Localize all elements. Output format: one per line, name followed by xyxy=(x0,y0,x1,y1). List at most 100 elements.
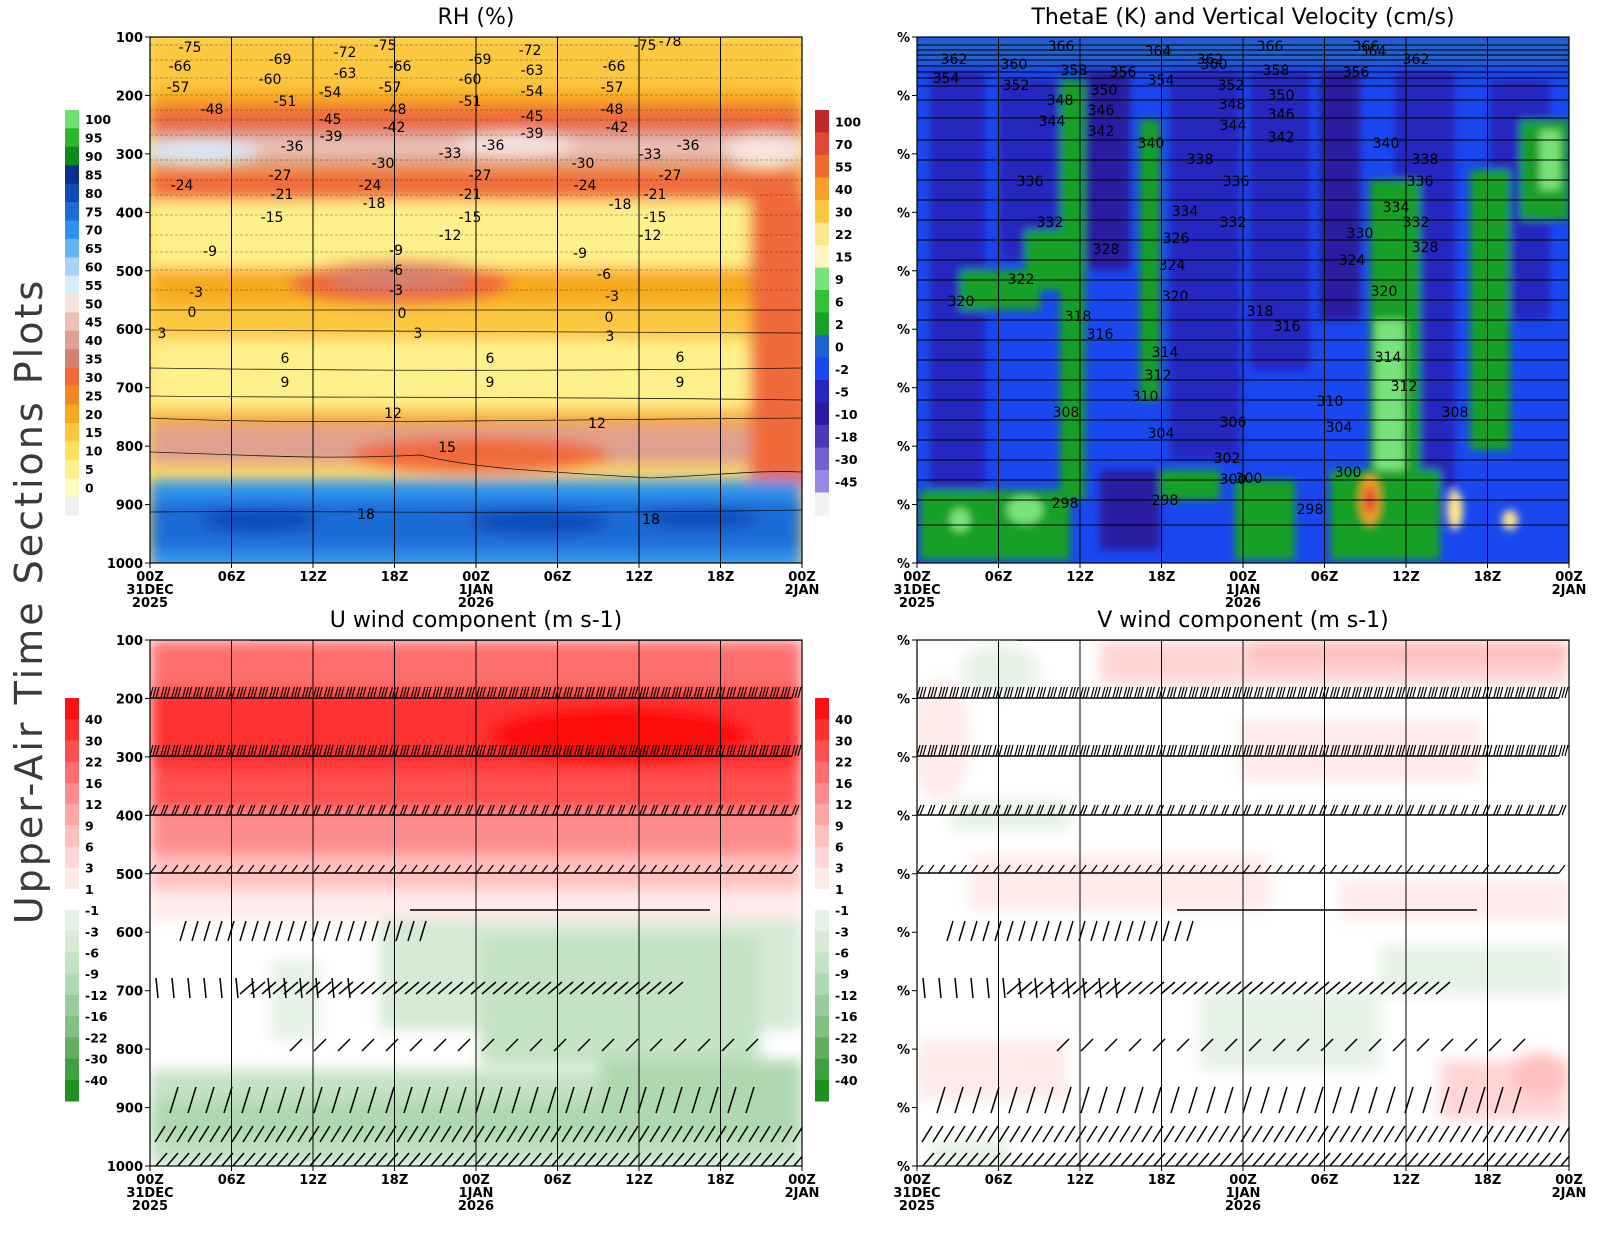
wind-barb xyxy=(1036,864,1044,874)
rh-colorbar: 1009590858075706560555045403530252015105… xyxy=(65,110,111,516)
colorbar-label: -45 xyxy=(835,474,858,489)
wind-barb xyxy=(539,1152,553,1166)
colorbar-label: 45 xyxy=(85,315,102,330)
contour-label: 340 xyxy=(1138,136,1165,152)
wind-barb xyxy=(1200,1038,1214,1052)
wind-barb xyxy=(682,1152,696,1166)
wind-barb xyxy=(992,744,1003,757)
wind-barb xyxy=(1464,1038,1478,1052)
wind-barb xyxy=(1188,744,1199,757)
wind-barb xyxy=(404,981,420,995)
u-title: U wind component (m s-1) xyxy=(330,608,623,633)
wind-barb xyxy=(497,864,505,874)
y-tick-label: 900 xyxy=(116,499,143,514)
wind-barb xyxy=(552,744,563,757)
wind-barb xyxy=(595,864,603,874)
wind-barb xyxy=(334,864,342,874)
wind-barb xyxy=(1548,1152,1562,1166)
contour-label: 356 xyxy=(1343,65,1370,81)
wind-barb xyxy=(565,1086,575,1114)
wind-barb xyxy=(949,686,960,699)
wind-barb xyxy=(315,977,319,999)
wind-barb xyxy=(1123,686,1134,699)
wind-barb xyxy=(1073,640,1080,641)
wind-barb xyxy=(1503,640,1511,641)
colorbar-label: 55 xyxy=(85,278,102,293)
wind-barb xyxy=(1351,744,1362,757)
wind-barb xyxy=(1112,804,1121,816)
wind-barb xyxy=(528,1125,540,1143)
wind-barb xyxy=(356,686,367,699)
contour-label: 318 xyxy=(1247,304,1274,320)
contour-label: 298 xyxy=(1297,502,1324,518)
wind-barb xyxy=(1090,864,1098,874)
wind-barb xyxy=(591,981,607,995)
wind-barb xyxy=(1242,864,1250,874)
wind-barb xyxy=(1460,864,1468,874)
wind-barb xyxy=(1493,686,1504,699)
wind-barb xyxy=(1221,686,1232,699)
rh-field: -75 -75 -75 -78-66 -66 -66-57 -57 -57-69 -69-60-… xyxy=(150,37,802,563)
x-tick-label: 00Z xyxy=(1555,1173,1583,1188)
contour-label: 312 xyxy=(1145,368,1172,384)
colorbar-swatch xyxy=(815,357,829,381)
wind-barb xyxy=(693,804,702,816)
colorbar-label: 15 xyxy=(835,249,852,264)
wind-barb xyxy=(649,1038,663,1052)
contour-label: 314 xyxy=(1375,350,1402,366)
wind-barb xyxy=(1101,864,1109,874)
contour-label: 332 xyxy=(1403,215,1430,231)
y-tick-label: 300 xyxy=(116,751,143,766)
wind-barb xyxy=(1144,744,1156,757)
colorbar-label: 9 xyxy=(835,272,844,287)
wind-barb xyxy=(1296,1038,1310,1052)
wind-barb xyxy=(506,1152,520,1166)
wind-barb xyxy=(439,1086,449,1114)
wind-barb xyxy=(759,1152,773,1166)
wind-barb xyxy=(1466,640,1473,641)
wind-barb xyxy=(1373,744,1384,757)
wind-barb xyxy=(671,864,679,874)
wind-barb xyxy=(505,1038,519,1052)
wind-barb xyxy=(231,1125,243,1143)
wind-barb xyxy=(1475,640,1483,641)
contour-label: 328 xyxy=(1093,242,1120,258)
wind-barb xyxy=(187,977,191,999)
wind-barb xyxy=(203,920,211,942)
wind-barb xyxy=(595,686,606,699)
wind-barb xyxy=(668,981,684,995)
wind-barb xyxy=(992,686,1003,699)
wind-barb xyxy=(1460,744,1471,757)
wind-barb xyxy=(1232,864,1240,874)
wind-barb xyxy=(1504,864,1512,874)
y-tick-label: 600 xyxy=(116,323,143,338)
colorbar-swatch xyxy=(815,222,829,246)
colorbar-label: 100 xyxy=(85,112,111,127)
wind-barb xyxy=(258,686,269,699)
contour-label: 312 xyxy=(1391,379,1418,395)
wind-barb xyxy=(539,1125,551,1143)
colorbar-swatch xyxy=(65,931,79,954)
wind-barb xyxy=(1218,1125,1230,1143)
wind-barb xyxy=(697,1038,711,1052)
contour-label: -21 xyxy=(644,187,667,203)
wind-barb xyxy=(709,1086,719,1114)
contour-label: -60 xyxy=(459,72,482,88)
wind-barb xyxy=(297,1152,311,1166)
wind-barb xyxy=(385,1086,395,1114)
wind-barb xyxy=(541,804,550,816)
wind-barb xyxy=(633,640,641,641)
wind-barb xyxy=(562,686,574,699)
wind-barb xyxy=(1275,744,1286,757)
wind-barb xyxy=(1177,686,1188,699)
wind-barb xyxy=(1123,744,1134,757)
wind-barb xyxy=(530,686,541,699)
wind-barb xyxy=(921,1152,935,1166)
contour-label: -27 xyxy=(659,168,682,184)
wind-barb xyxy=(443,686,454,699)
wind-barb xyxy=(965,1125,977,1143)
contour-label: -24 xyxy=(574,178,597,194)
wind-barb xyxy=(277,1086,287,1114)
